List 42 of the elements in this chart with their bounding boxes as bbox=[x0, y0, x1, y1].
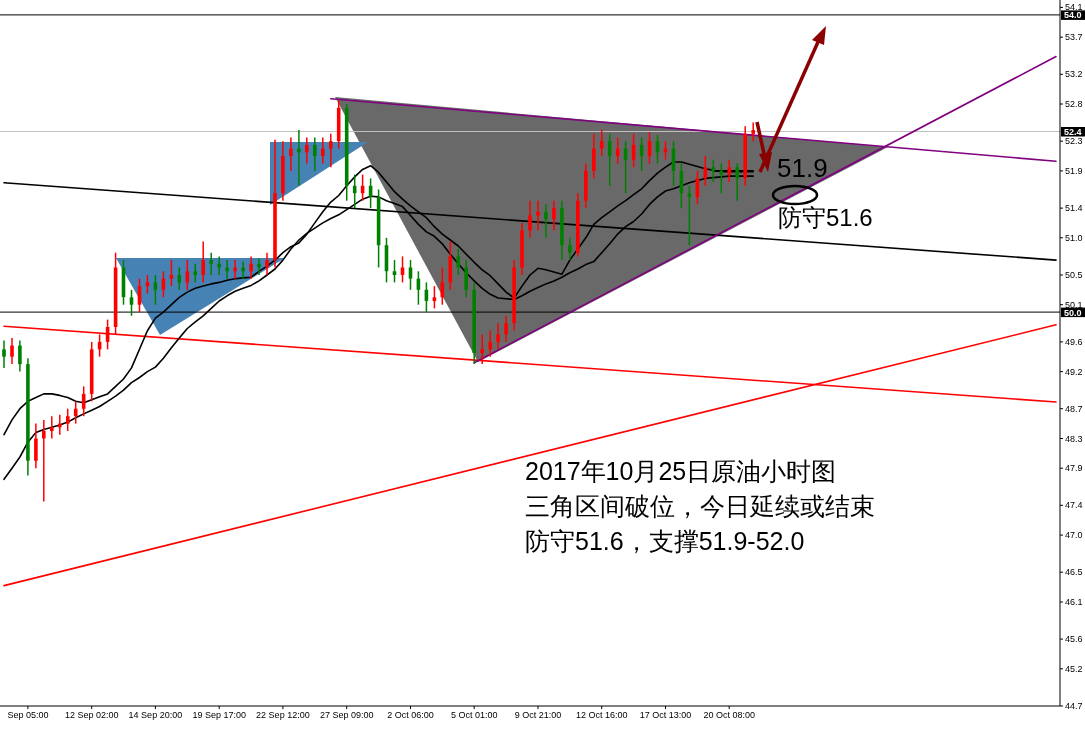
y-tick-label: 51.4 bbox=[1065, 203, 1083, 214]
y-tick-label: 49.6 bbox=[1065, 336, 1083, 347]
x-tick-label: 14 Sep 20:00 bbox=[128, 710, 183, 720]
x-tick-label: 2 Oct 06:00 bbox=[387, 710, 434, 720]
x-tick-label: 27 Sep 09:00 bbox=[319, 710, 374, 720]
y-tick-label: 44.7 bbox=[1065, 701, 1083, 711]
y-tick-label: 52.8 bbox=[1065, 99, 1083, 109]
y-tick-label: 52.3 bbox=[1065, 136, 1083, 147]
y-tick-label: 51.0 bbox=[1065, 232, 1083, 243]
y-tick-label: 47.0 bbox=[1065, 530, 1083, 541]
y-tick-label: 46.1 bbox=[1065, 597, 1083, 607]
annotation: 2017年10月25日原油小时图 bbox=[525, 457, 837, 485]
y-tick-label: 53.7 bbox=[1065, 32, 1083, 43]
y-tick-label: 53.2 bbox=[1065, 69, 1083, 80]
y-tick-label: 50.1 bbox=[1065, 299, 1083, 310]
x-tick-label: 20 Oct 08:00 bbox=[703, 710, 755, 720]
annotation: 防守51.6 bbox=[778, 204, 873, 231]
y-tick-label: 48.7 bbox=[1065, 403, 1083, 414]
y-tick-label: 45.6 bbox=[1065, 634, 1083, 645]
annotation: 防守51.6，支撑51.9-52.0 bbox=[525, 527, 805, 555]
x-tick-label: 22 Sep 12:00 bbox=[256, 710, 310, 720]
ref-line-label: 52.4 bbox=[1064, 127, 1082, 137]
x-tick-label: 12 Sep 02:00 bbox=[64, 710, 119, 720]
annotation: 三角区间破位，今日延续或结束 bbox=[525, 492, 875, 520]
x-tick-label: 5 Oct 01:00 bbox=[450, 710, 498, 720]
y-tick-label: 47.9 bbox=[1065, 463, 1083, 474]
y-tick-label: 46.5 bbox=[1065, 567, 1083, 578]
ref-line-label: 50.0 bbox=[1064, 307, 1082, 318]
ref-line-label: 54.0 bbox=[1064, 10, 1082, 21]
y-tick-label: 49.2 bbox=[1065, 366, 1083, 377]
y-tick-label: 47.4 bbox=[1065, 500, 1083, 511]
y-tick-label: 50.5 bbox=[1065, 270, 1083, 280]
y-tick-label: 48.3 bbox=[1065, 433, 1083, 444]
x-tick-label: 17 Oct 13:00 bbox=[639, 710, 692, 720]
x-tick-label: Sep 05:00 bbox=[7, 710, 49, 720]
y-tick-label: 51.9 bbox=[1065, 165, 1083, 176]
x-tick-label: 19 Sep 17:00 bbox=[192, 710, 246, 720]
y-tick-label: 54.1 bbox=[1065, 2, 1083, 13]
y-tick-label: 45.2 bbox=[1065, 663, 1083, 674]
annotation: 51.9 bbox=[777, 153, 828, 183]
x-tick-label: 9 Oct 21:00 bbox=[514, 710, 562, 720]
x-tick-label: 12 Oct 16:00 bbox=[575, 710, 628, 720]
